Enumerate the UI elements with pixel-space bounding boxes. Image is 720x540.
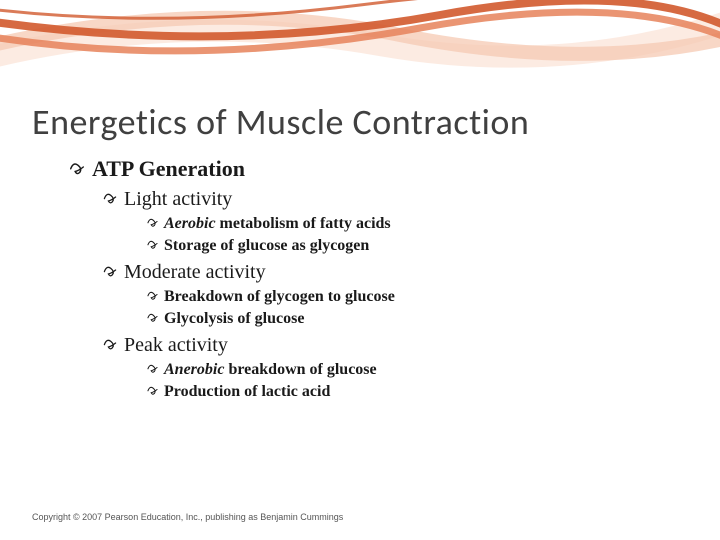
bullet-icon: [146, 237, 159, 250]
bullet-icon: [102, 335, 118, 351]
slide-body: Energetics of Muscle Contraction ATP Gen…: [32, 100, 688, 401]
bullet-icon: [68, 158, 86, 176]
outline-level3: Storage of glucose as glycogen: [146, 237, 688, 255]
level3-text: Glycolysis of glucose: [164, 310, 304, 328]
bullet-icon: [146, 288, 159, 301]
copyright-footer: Copyright © 2007 Pearson Education, Inc.…: [32, 512, 343, 522]
level3-text: Storage of glucose as glycogen: [164, 237, 369, 255]
level3-text: Anerobic breakdown of glucose: [164, 361, 377, 379]
bullet-icon: [102, 262, 118, 278]
bullet-icon: [146, 361, 159, 374]
level1-text: ATP Generation: [92, 156, 245, 182]
outline-level3: Glycolysis of glucose: [146, 310, 688, 328]
outline-level3: Breakdown of glycogen to glucose: [146, 288, 688, 306]
level2-text: Moderate activity: [124, 261, 266, 284]
level3-text: Production of lactic acid: [164, 383, 330, 401]
outline-level2: Moderate activity: [102, 261, 688, 284]
level2-text: Light activity: [124, 188, 232, 211]
level3-text: Breakdown of glycogen to glucose: [164, 288, 395, 306]
outline-level2: Light activity: [102, 188, 688, 211]
outline-level3: Anerobic breakdown of glucose: [146, 361, 688, 379]
outline-level1: ATP Generation: [68, 156, 688, 182]
outline-level3: Production of lactic acid: [146, 383, 688, 401]
outline-level3: Aerobic metabolism of fatty acids: [146, 215, 688, 233]
bullet-icon: [146, 215, 159, 228]
level3-text: Aerobic metabolism of fatty acids: [164, 215, 391, 233]
bullet-icon: [146, 310, 159, 323]
header-swoosh-decoration: [0, 0, 720, 90]
outline-level2: Peak activity: [102, 334, 688, 357]
level2-text: Peak activity: [124, 334, 228, 357]
bullet-icon: [102, 189, 118, 205]
slide-title: Energetics of Muscle Contraction: [32, 100, 688, 144]
bullet-icon: [146, 383, 159, 396]
